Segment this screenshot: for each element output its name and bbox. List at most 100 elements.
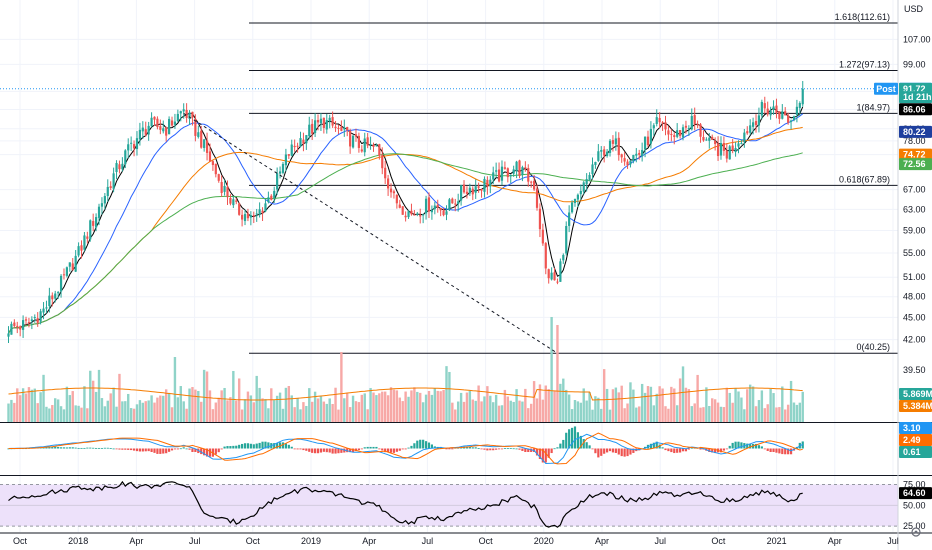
candle-body <box>416 213 419 215</box>
candle-body <box>714 140 717 145</box>
candle-body <box>19 326 22 330</box>
volume-bar <box>27 387 31 422</box>
volume-bar <box>410 390 413 422</box>
candle-body <box>681 127 685 138</box>
candle-body <box>731 145 734 151</box>
macd-histogram-bar <box>357 448 360 451</box>
candle-body <box>351 135 355 148</box>
volume-bar <box>366 409 369 422</box>
candle-body <box>407 211 410 218</box>
volume-bar <box>322 401 326 422</box>
volume-bar <box>401 401 404 422</box>
candle-body <box>86 236 89 239</box>
volume-bar <box>68 395 72 422</box>
candle-body <box>585 179 588 184</box>
volume-bar <box>760 390 764 422</box>
volume-bar <box>751 386 755 422</box>
price-badge <box>899 148 932 161</box>
candle-body <box>643 136 647 150</box>
settings-icon[interactable] <box>911 527 921 537</box>
candle-body <box>176 113 179 122</box>
macd-histogram-bar <box>719 448 723 453</box>
candle-body <box>162 128 165 132</box>
candle-body <box>372 144 375 147</box>
candle-body <box>223 186 226 192</box>
volume-bar <box>97 369 101 422</box>
volume-bar <box>162 395 165 422</box>
candle-body <box>127 144 130 151</box>
macd-histogram-bar <box>360 448 363 450</box>
price-badge-text: 80.22 <box>903 127 926 137</box>
candle-body <box>24 319 28 321</box>
volume-bar <box>492 402 495 422</box>
volume-bar <box>719 406 723 422</box>
volume-badge-text: 5.869M <box>903 389 932 399</box>
candle-body <box>766 108 769 115</box>
macd-histogram-bar <box>176 448 179 450</box>
volume-bar <box>135 404 139 422</box>
candle-body <box>235 200 238 202</box>
volume-bar <box>798 402 802 422</box>
candle-body <box>693 115 696 125</box>
volume-bar <box>240 409 244 422</box>
candle-body <box>568 212 571 226</box>
volume-bar <box>246 391 250 422</box>
candle-body <box>316 119 320 123</box>
candle-body <box>591 164 594 175</box>
candle-body <box>273 190 276 199</box>
volume-average-line <box>8 387 803 401</box>
macd-histogram-bar <box>608 448 612 452</box>
macd-histogram-bar <box>483 448 486 450</box>
candle-body <box>594 161 597 166</box>
candle-body <box>59 275 63 292</box>
price-badge-text: 86.06 <box>903 104 926 114</box>
volume-bar <box>626 403 629 422</box>
volume-bar <box>164 389 168 422</box>
macd-histogram-bar <box>381 448 384 451</box>
candle-body <box>728 146 731 160</box>
volume-bar <box>658 386 661 422</box>
candle-body <box>474 186 477 193</box>
volume-bar <box>378 393 381 422</box>
time-axis[interactable]: Oct 2018 Apr Jul Oct 2019 Apr Jul Oct 2020 Apr Jul O… <box>13 536 899 546</box>
volume-bar <box>261 398 264 422</box>
candle-body <box>42 308 45 313</box>
price-tick-label: 48.00 <box>903 292 926 302</box>
candle-body <box>124 150 127 165</box>
macd-histogram-bar <box>725 448 728 450</box>
macd-histogram-bar <box>226 446 229 449</box>
volume-bar <box>328 398 331 422</box>
volume-bar <box>667 408 670 422</box>
currency-label[interactable]: USD <box>904 4 924 14</box>
price-tick-label: 45.00 <box>903 312 926 322</box>
volume-bar <box>249 395 253 422</box>
macd-histogram-bar <box>95 447 98 449</box>
volume-bar <box>503 389 507 422</box>
macd-histogram-bar <box>477 448 480 449</box>
candle-body <box>445 211 448 215</box>
macd-histogram-bar <box>600 448 603 456</box>
macd-histogram-bar <box>71 447 74 449</box>
candle-body <box>413 214 416 216</box>
candle-body <box>541 229 544 244</box>
macd-histogram-bar <box>217 448 220 453</box>
candle-body <box>115 162 118 172</box>
volume-bar <box>462 401 466 422</box>
macd-histogram-bar <box>205 448 209 457</box>
macd-histogram-bar <box>740 442 743 449</box>
volume-bar <box>220 390 223 422</box>
candle-body <box>798 103 801 109</box>
macd-signal-line <box>8 432 803 465</box>
moving-average-5 <box>8 106 804 334</box>
candle-body <box>638 152 641 155</box>
volume-bar <box>699 407 702 422</box>
candle-body <box>562 254 565 261</box>
macd-histogram-bar <box>527 448 530 452</box>
macd-histogram-bar <box>162 448 165 454</box>
macd-histogram-bar <box>617 448 620 455</box>
volume-bar <box>602 369 606 422</box>
volume-bar <box>734 388 737 422</box>
candle-body <box>357 135 360 148</box>
